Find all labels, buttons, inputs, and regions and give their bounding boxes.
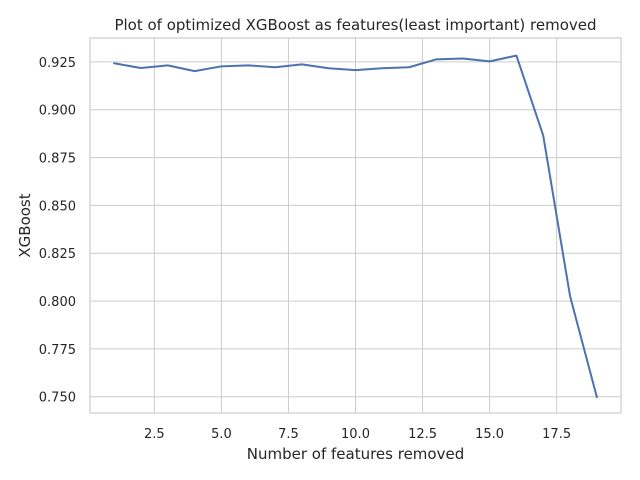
series-line-0	[113, 54, 598, 399]
y-axis-tick-labels: 0.750 0.775 0.800 0.825 0.850 0.875 0.900 0.925	[39, 56, 76, 406]
y-tick-label: 0.825	[39, 247, 76, 262]
y-tick-label: 0.775	[39, 343, 76, 358]
grid-lines	[90, 38, 621, 413]
x-tick-label: 15.0	[475, 427, 504, 442]
y-axis-label: XGBoost	[16, 193, 34, 257]
y-tick-label: 0.925	[39, 56, 76, 71]
x-tick-label: 10.0	[341, 427, 370, 442]
plot-frame	[89, 37, 622, 414]
x-axis-tick-labels: 2.5 5.0 7.5 10.0 12.5 15.0 17.5	[144, 427, 571, 442]
x-tick-label: 5.0	[211, 427, 232, 442]
y-tick-label: 0.850	[39, 199, 76, 214]
series-layer	[113, 54, 598, 399]
y-tick-label: 0.875	[39, 152, 76, 167]
x-tick-label: 7.5	[278, 427, 299, 442]
x-axis-label: Number of features removed	[247, 445, 464, 463]
y-tick-label: 0.900	[39, 104, 76, 119]
y-tick-label: 0.800	[39, 295, 76, 310]
chart-title: Plot of optimized XGBoost as features(le…	[114, 16, 596, 34]
x-tick-label: 17.5	[542, 427, 571, 442]
x-tick-label: 12.5	[408, 427, 437, 442]
y-tick-label: 0.750	[39, 391, 76, 406]
x-tick-label: 2.5	[144, 427, 165, 442]
